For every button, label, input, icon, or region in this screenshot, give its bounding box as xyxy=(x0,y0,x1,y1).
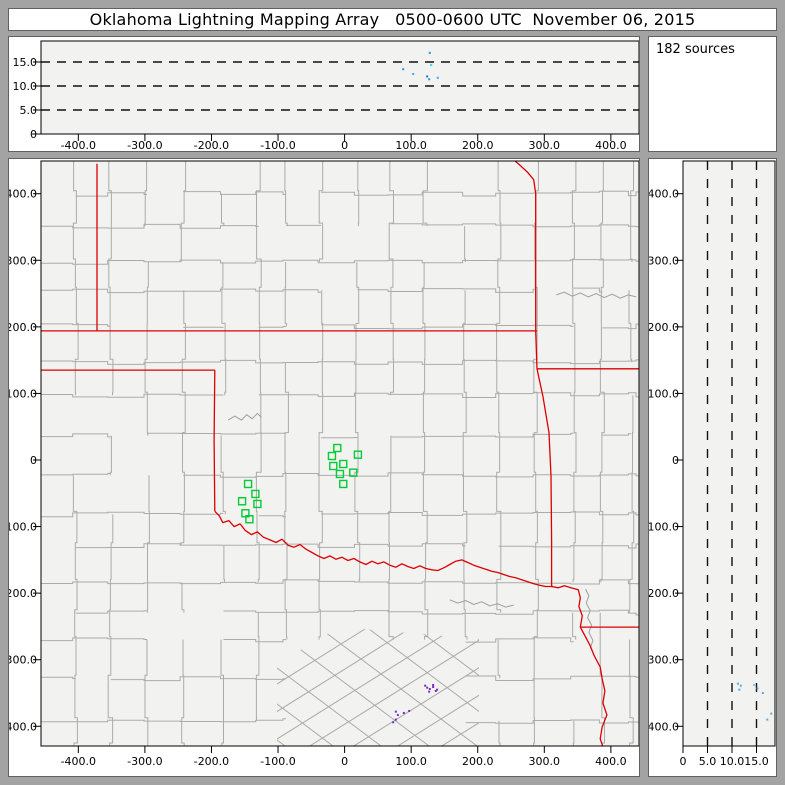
svg-text:-300.0: -300.0 xyxy=(127,139,162,151)
svg-text:400.0: 400.0 xyxy=(649,188,679,201)
svg-text:300.0: 300.0 xyxy=(529,755,561,768)
svg-text:0: 0 xyxy=(341,139,348,151)
svg-text:0: 0 xyxy=(30,454,37,467)
svg-text:15.0: 15.0 xyxy=(13,56,38,69)
svg-text:-300.0: -300.0 xyxy=(649,654,679,667)
svg-text:15.0: 15.0 xyxy=(744,755,769,768)
svg-text:-200.0: -200.0 xyxy=(194,139,229,151)
ew-altitude-panel: 0 5.0 10.0 15.0 -400.0 -300.0 -200.0 -100.0 0 100… xyxy=(8,36,640,152)
svg-text:-100.0: -100.0 xyxy=(260,755,295,768)
ns-altitude-plot[interactable]: 400.0 300.0 200.0 100.0 0 -100.0 -200.0 -300.0 -… xyxy=(649,159,776,776)
svg-text:100.0: 100.0 xyxy=(9,387,37,400)
svg-text:400.0: 400.0 xyxy=(595,755,627,768)
svg-text:200.0: 200.0 xyxy=(649,321,679,334)
plan-view-panel: 400.0 300.0 200.0 100.0 0 -100.0 -200.0 -300.0 -… xyxy=(8,158,640,777)
svg-text:0: 0 xyxy=(672,454,679,467)
svg-text:5.0: 5.0 xyxy=(699,755,717,768)
svg-text:-200.0: -200.0 xyxy=(649,587,679,600)
svg-text:0: 0 xyxy=(680,755,687,768)
svg-text:-100.0: -100.0 xyxy=(9,521,37,534)
svg-text:-400.0: -400.0 xyxy=(61,139,96,151)
svg-text:400.0: 400.0 xyxy=(595,139,627,151)
svg-text:300.0: 300.0 xyxy=(529,139,561,151)
svg-text:300.0: 300.0 xyxy=(9,254,37,267)
ew-altitude-plot[interactable]: 0 5.0 10.0 15.0 -400.0 -300.0 -200.0 -100.0 0 100… xyxy=(9,37,639,151)
svg-text:5.0: 5.0 xyxy=(20,104,38,117)
svg-text:200.0: 200.0 xyxy=(462,755,494,768)
sources-count-label: 182 sources xyxy=(656,42,735,57)
svg-text:100.0: 100.0 xyxy=(395,755,427,768)
title-bar: Oklahoma Lightning Mapping Array 0500-06… xyxy=(8,8,777,31)
svg-text:100.0: 100.0 xyxy=(649,387,679,400)
svg-text:-400.0: -400.0 xyxy=(649,720,679,733)
svg-text:0: 0 xyxy=(341,755,348,768)
svg-text:-400.0: -400.0 xyxy=(9,720,37,733)
svg-text:10.0: 10.0 xyxy=(720,755,745,768)
svg-text:300.0: 300.0 xyxy=(649,254,679,267)
svg-text:200.0: 200.0 xyxy=(9,321,37,334)
svg-text:10.0: 10.0 xyxy=(13,80,38,93)
svg-text:-300.0: -300.0 xyxy=(9,654,37,667)
svg-text:-300.0: -300.0 xyxy=(127,755,162,768)
svg-text:-200.0: -200.0 xyxy=(9,587,37,600)
svg-text:400.0: 400.0 xyxy=(9,188,37,201)
svg-text:0: 0 xyxy=(30,128,37,141)
svg-text:100.0: 100.0 xyxy=(395,139,427,151)
svg-text:-100.0: -100.0 xyxy=(649,521,679,534)
svg-text:-200.0: -200.0 xyxy=(194,755,229,768)
sources-count-panel: 182 sources xyxy=(648,36,777,152)
page-title: Oklahoma Lightning Mapping Array 0500-06… xyxy=(89,10,696,29)
svg-text:-400.0: -400.0 xyxy=(61,755,96,768)
svg-text:200.0: 200.0 xyxy=(462,139,494,151)
svg-text:-100.0: -100.0 xyxy=(260,139,295,151)
plan-view-plot[interactable]: 400.0 300.0 200.0 100.0 0 -100.0 -200.0 -300.0 -… xyxy=(9,159,639,776)
ns-altitude-panel: 400.0 300.0 200.0 100.0 0 -100.0 -200.0 -300.0 -… xyxy=(648,158,777,777)
